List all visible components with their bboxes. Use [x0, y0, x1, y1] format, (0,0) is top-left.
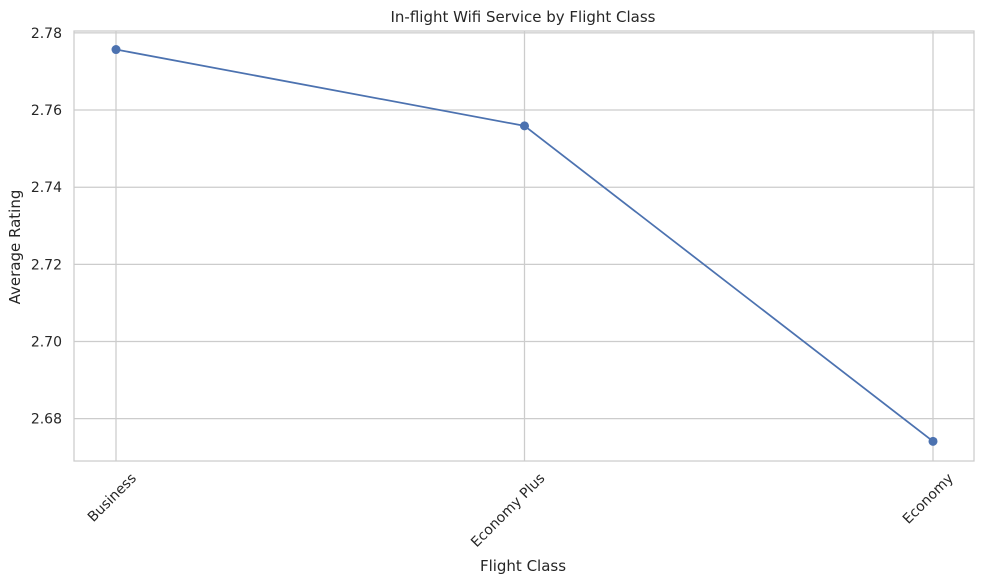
y-tick-label: 2.74 — [31, 180, 62, 196]
series-markers — [111, 45, 938, 446]
y-tick-label: 2.70 — [31, 334, 62, 350]
x-gridlines — [115, 31, 934, 461]
plot-area-frame — [73, 30, 975, 462]
y-axis-label: Average Rating — [6, 190, 24, 305]
data-point-business — [111, 45, 121, 55]
y-tick-label: 2.72 — [31, 257, 62, 273]
x-axis-label: Flight Class — [480, 557, 566, 575]
y-tick-label: 2.76 — [31, 103, 62, 119]
data-point-economy — [928, 436, 938, 446]
y-tick-label: 2.78 — [31, 26, 62, 42]
data-point-economy-plus — [520, 121, 529, 131]
y-tick-labels: 2.68 2.70 2.72 2.74 2.76 2.78 — [31, 26, 62, 428]
chart-title: In-flight Wifi Service by Flight Class — [391, 8, 656, 26]
y-gridlines — [74, 32, 974, 420]
y-tick-label: 2.68 — [31, 412, 62, 428]
